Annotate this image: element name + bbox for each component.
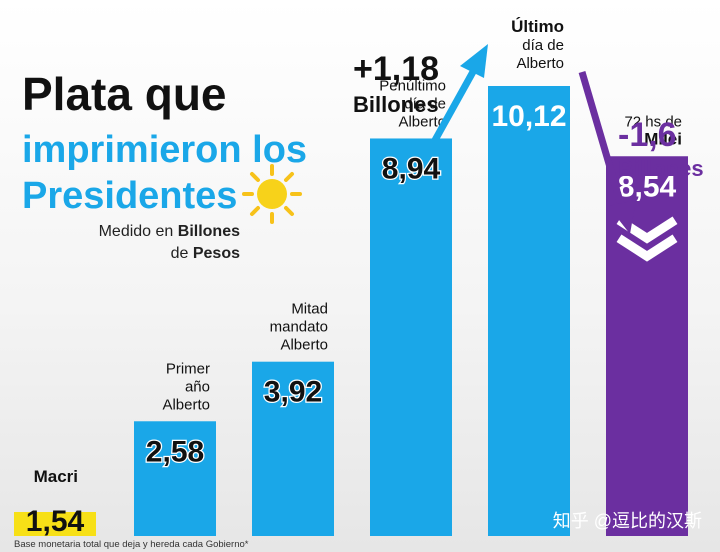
category-label-1-2: Alberto [162, 396, 210, 413]
bars-layer: 1,54 2,58 3,92 8,94 10,12 8,54 [14, 86, 688, 538]
bar-4 [488, 86, 570, 536]
category-label-2-0: Mitad [291, 301, 328, 318]
subtitle-pesos: Pesos [193, 245, 240, 262]
sun-icon [242, 164, 302, 224]
chart-subtitle-line1: Medido en Billones [99, 223, 241, 240]
category-label-2-2: Alberto [280, 337, 328, 354]
bar-1 [134, 421, 216, 536]
delta-unit-increase: Billones [353, 92, 439, 117]
category-label-1-1: año [185, 378, 210, 395]
delta-label-decrease: -1,6 [618, 116, 677, 154]
category-label-0-0: Macri [34, 467, 78, 486]
bar-2 [252, 361, 334, 536]
arrow-up-icon [420, 44, 488, 162]
bar-value-label-2: 3,92 [264, 376, 322, 409]
bar-value-label-3: 8,94 [382, 152, 441, 185]
category-label-2-1: mandato [270, 319, 328, 336]
category-label-3-2: Alberto [398, 113, 446, 130]
chart-title-line1: Plata que [22, 68, 227, 120]
category-labels-layer: MacriPrimerañoAlbertoMitadmandatoAlberto… [34, 17, 682, 486]
bar-3 [370, 138, 452, 537]
category-label-5-0: 72 hs de [624, 113, 682, 130]
category-label-4-0: Último [511, 17, 564, 36]
watermark: 知乎 @逗比的汉斯 [553, 511, 702, 531]
subtitle-billones: Billones [178, 223, 240, 240]
footnote: Base monetaria total que deja y hereda c… [14, 539, 249, 550]
delta-label-increase: +1,18 [353, 50, 439, 88]
chart-title-line2: imprimieron los [22, 129, 307, 171]
bar-value-label-4: 10,12 [491, 100, 566, 133]
category-label-3-1: día de [404, 95, 446, 112]
bar-0 [14, 512, 96, 536]
delta-unit-decrease: Billones [618, 156, 704, 181]
chart-subtitle-line2: de Pesos [171, 245, 240, 262]
bar-value-label-0: 1,54 [26, 505, 85, 538]
category-label-4-1: día de [522, 37, 564, 54]
category-label-5-1: Milei [644, 129, 682, 148]
category-label-1-0: Primer [166, 360, 210, 377]
bar-value-label-1: 2,58 [146, 435, 204, 468]
subtitle-mid: de [171, 245, 193, 262]
arrow-down-icon [578, 71, 636, 234]
category-label-4-2: Alberto [516, 55, 564, 72]
category-label-3-0: Penúltimo [379, 77, 446, 94]
bar-value-label-5: 8,54 [618, 170, 677, 203]
chart-title-line3: Presidentes [22, 175, 237, 217]
subtitle-prefix: Medido en [99, 223, 178, 240]
